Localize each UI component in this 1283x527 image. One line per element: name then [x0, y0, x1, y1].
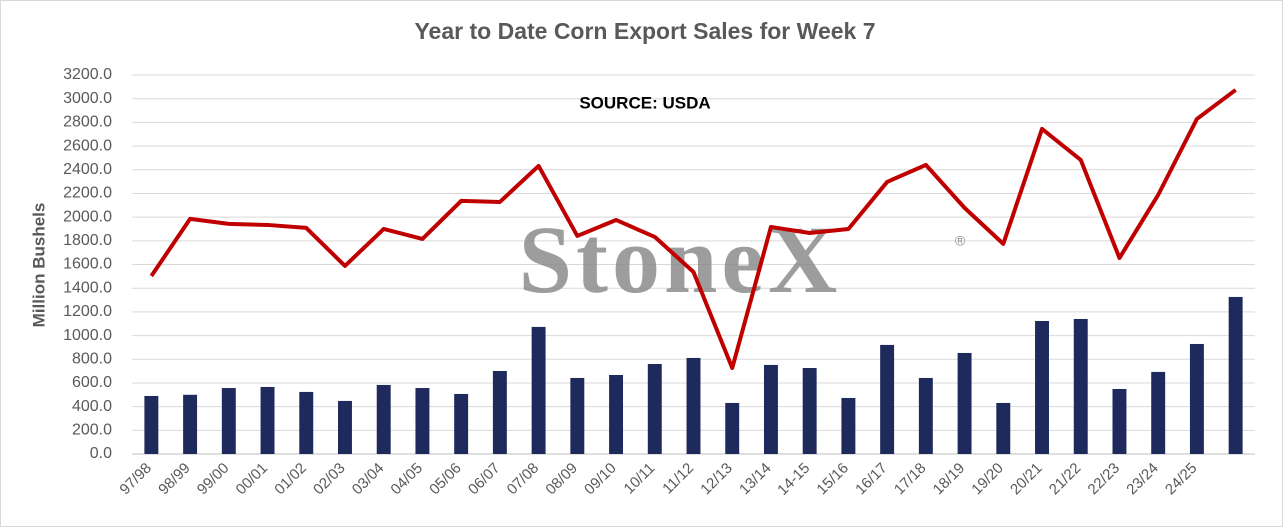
bar	[376, 384, 391, 454]
line	[149, 88, 1237, 371]
bar	[260, 386, 275, 454]
bar	[957, 352, 972, 454]
bar	[609, 375, 624, 454]
y-tick-label: 1400.0	[63, 279, 112, 296]
y-tick-label: 3000.0	[63, 90, 112, 107]
bar	[1189, 343, 1204, 454]
y-tick-label: 3200.0	[63, 66, 112, 83]
y-tick-label: 2000.0	[63, 208, 112, 225]
bar	[996, 402, 1011, 454]
y-tick-label: 1600.0	[63, 256, 112, 273]
bar	[918, 377, 933, 454]
annotation: SOURCE: USDA	[579, 93, 710, 112]
chart-title: Year to Date Corn Export Sales for Week …	[414, 18, 875, 44]
y-tick-label: 2200.0	[63, 185, 112, 202]
bar	[686, 357, 701, 454]
y-tick-label: 2600.0	[63, 137, 112, 154]
y-axis-label: Million Bushels	[29, 203, 48, 328]
bar	[841, 397, 856, 454]
bar	[880, 344, 895, 454]
bar	[183, 394, 198, 454]
bar	[492, 370, 507, 454]
bar	[802, 368, 817, 454]
bar	[647, 363, 662, 454]
bar	[531, 326, 546, 454]
y-tick-label: 800.0	[72, 350, 112, 367]
y-tick-label: 1000.0	[63, 327, 112, 344]
watermark-mark: ®	[955, 233, 966, 249]
bar	[1228, 296, 1243, 454]
bar	[454, 393, 469, 454]
bar	[1073, 318, 1088, 454]
y-tick-label: 2400.0	[63, 161, 112, 178]
bar	[299, 391, 314, 454]
y-tick-label: 1200.0	[63, 303, 112, 320]
y-tick-label: 200.0	[72, 422, 112, 439]
bar	[221, 388, 236, 454]
y-tick-label: 2800.0	[63, 114, 112, 131]
bar	[415, 388, 430, 454]
bar	[1035, 320, 1049, 454]
bar	[1112, 388, 1127, 454]
y-tick-label: 0.0	[90, 445, 112, 462]
bar	[763, 364, 778, 454]
bar	[725, 402, 740, 454]
bar	[1151, 371, 1166, 454]
y-tick-label: 1800.0	[63, 232, 112, 249]
bar	[338, 400, 352, 454]
y-tick-label: 600.0	[72, 374, 112, 391]
bar	[570, 377, 585, 454]
y-tick-label: 400.0	[72, 398, 112, 415]
bar	[144, 395, 159, 454]
